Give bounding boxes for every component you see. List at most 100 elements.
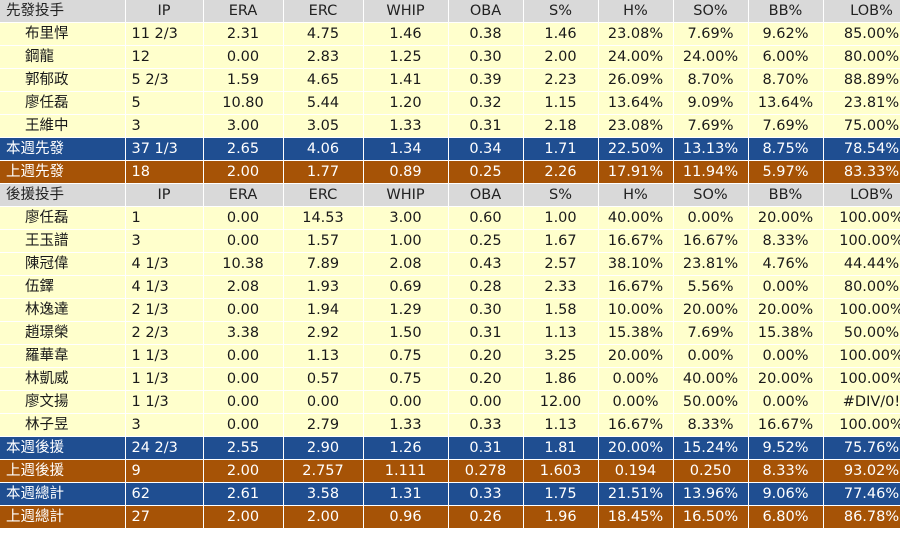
stat-cell: S% bbox=[523, 0, 599, 23]
stat-cell: 14.53 bbox=[283, 206, 364, 230]
stat-cell: 1.50 bbox=[363, 321, 449, 345]
stat-cell: 20.00% bbox=[748, 206, 824, 230]
stat-cell: 3.25 bbox=[523, 344, 599, 368]
stat-cell: 2.92 bbox=[283, 321, 364, 345]
stat-cell: 11.94% bbox=[673, 160, 749, 184]
starter-row: 廖任磊 5 10.80 5.44 1.20 0.32 1.15 13.64% 9.09% 13.6… bbox=[0, 91, 900, 115]
reliever-row: 羅華韋 1 1/3 0.00 1.13 0.75 0.20 3.25 20.00% 0.00% 0… bbox=[0, 344, 900, 368]
stat-cell: 1.34 bbox=[363, 137, 449, 161]
stat-cell: 4.65 bbox=[283, 68, 364, 92]
stat-cell: 8.70% bbox=[748, 68, 824, 92]
stat-cell: 13.64% bbox=[598, 91, 674, 115]
stat-cell: 2.83 bbox=[283, 45, 364, 69]
stat-cell: 0.00 bbox=[203, 344, 284, 368]
stat-cell: 1.33 bbox=[363, 114, 449, 138]
stat-cell: 75.76% bbox=[823, 436, 900, 460]
stat-cell: 20.00% bbox=[748, 298, 824, 322]
stat-cell: 38.10% bbox=[598, 252, 674, 276]
stat-cell: 16.67% bbox=[598, 229, 674, 253]
stat-cell: 2.90 bbox=[283, 436, 364, 460]
stat-cell: 2.18 bbox=[523, 114, 599, 138]
stat-cell: 0.00 bbox=[203, 367, 284, 391]
stat-cell: 2.08 bbox=[203, 275, 284, 299]
stat-cell: 1.29 bbox=[363, 298, 449, 322]
stat-cell: 1.33 bbox=[363, 413, 449, 437]
stat-cell: 1 bbox=[125, 206, 204, 230]
name-cell: 後援投手 bbox=[0, 183, 126, 207]
stat-cell: 3.38 bbox=[203, 321, 284, 345]
stat-cell: 3.00 bbox=[203, 114, 284, 138]
stat-cell: 0.00 bbox=[363, 390, 449, 414]
stat-cell: 4.06 bbox=[283, 137, 364, 161]
stat-cell: 0.39 bbox=[448, 68, 524, 92]
stat-cell: 0.75 bbox=[363, 367, 449, 391]
stat-cell: 0.00% bbox=[748, 390, 824, 414]
reliever-row: 陳冠偉 4 1/3 10.38 7.89 2.08 0.43 2.57 38.10% 23.81… bbox=[0, 252, 900, 276]
stat-cell: #DIV/0! bbox=[823, 390, 900, 414]
stat-cell: 1.15 bbox=[523, 91, 599, 115]
stat-cell: 1 1/3 bbox=[125, 367, 204, 391]
stat-cell: 1.00 bbox=[363, 229, 449, 253]
relievers-header-row: 後援投手 IP ERA ERC WHIP OBA S% H% SO% BB% LOB% bbox=[0, 183, 900, 207]
stat-cell: 80.00% bbox=[823, 275, 900, 299]
reliever-row: 廖任磊 1 0.00 14.53 3.00 0.60 1.00 40.00% 0.00% 20.0… bbox=[0, 206, 900, 230]
stat-cell: 7.69% bbox=[748, 114, 824, 138]
stat-cell: 1.00 bbox=[523, 206, 599, 230]
stat-cell: 40.00% bbox=[598, 206, 674, 230]
stat-cell: 8.70% bbox=[673, 68, 749, 92]
stat-cell: 1.13 bbox=[523, 413, 599, 437]
stat-cell: 0.00% bbox=[673, 344, 749, 368]
stat-cell: 0.96 bbox=[363, 505, 449, 529]
stat-cell: 0.00% bbox=[598, 367, 674, 391]
stat-cell: 2.00 bbox=[203, 459, 284, 483]
starter-row: 鋼龍 12 0.00 2.83 1.25 0.30 2.00 24.00% 24.00% 6.00… bbox=[0, 45, 900, 69]
stat-cell: 3.58 bbox=[283, 482, 364, 506]
stat-cell: 1.26 bbox=[363, 436, 449, 460]
stat-cell: 16.67% bbox=[598, 275, 674, 299]
starters-last-week-row: 上週先發 18 2.00 1.77 0.89 0.25 2.26 17.91% 11.94% 5.… bbox=[0, 160, 900, 184]
stat-cell: 0.31 bbox=[448, 114, 524, 138]
stat-cell: 2 1/3 bbox=[125, 298, 204, 322]
stat-cell: 37 1/3 bbox=[125, 137, 204, 161]
stat-cell: 100.00% bbox=[823, 206, 900, 230]
stat-cell: 13.13% bbox=[673, 137, 749, 161]
stat-cell: 2.23 bbox=[523, 68, 599, 92]
stat-cell: 100.00% bbox=[823, 413, 900, 437]
stat-cell: OBA bbox=[448, 0, 524, 23]
relievers-this-week-row: 本週後援 24 2/3 2.55 2.90 1.26 0.31 1.81 20.00% 15.2… bbox=[0, 436, 900, 460]
stat-cell: WHIP bbox=[363, 0, 449, 23]
stat-cell: 2.55 bbox=[203, 436, 284, 460]
name-cell: 本週後援 bbox=[0, 436, 126, 460]
stat-cell: 2.79 bbox=[283, 413, 364, 437]
stat-cell: 0.194 bbox=[598, 459, 674, 483]
stat-cell: 1.93 bbox=[283, 275, 364, 299]
stat-cell: 1.111 bbox=[363, 459, 449, 483]
stat-cell: IP bbox=[125, 0, 204, 23]
stat-cell: 1.25 bbox=[363, 45, 449, 69]
stat-cell: 0.31 bbox=[448, 321, 524, 345]
stat-cell: 0.250 bbox=[673, 459, 749, 483]
stat-cell: 0.31 bbox=[448, 436, 524, 460]
stat-cell: 0.00 bbox=[203, 413, 284, 437]
stat-cell: 0.60 bbox=[448, 206, 524, 230]
stat-cell: 0.00 bbox=[203, 390, 284, 414]
stat-cell: 21.51% bbox=[598, 482, 674, 506]
stat-cell: 2.757 bbox=[283, 459, 364, 483]
name-cell: 王維中 bbox=[0, 114, 126, 138]
stat-cell: 0.00 bbox=[448, 390, 524, 414]
stat-cell: 88.89% bbox=[823, 68, 900, 92]
stat-cell: 1.13 bbox=[283, 344, 364, 368]
name-cell: 廖任磊 bbox=[0, 91, 126, 115]
stat-cell: ERA bbox=[203, 183, 284, 207]
reliever-row: 林凱威 1 1/3 0.00 0.57 0.75 0.20 1.86 0.00% 40.00% 2… bbox=[0, 367, 900, 391]
stat-cell: 27 bbox=[125, 505, 204, 529]
stat-cell: 9 bbox=[125, 459, 204, 483]
stat-cell: 2.31 bbox=[203, 22, 284, 46]
stat-cell: 26.09% bbox=[598, 68, 674, 92]
stat-cell: 1.81 bbox=[523, 436, 599, 460]
stat-cell: 93.02% bbox=[823, 459, 900, 483]
name-cell: 陳冠偉 bbox=[0, 252, 126, 276]
stat-cell: 7.69% bbox=[673, 22, 749, 46]
stat-cell: 4 1/3 bbox=[125, 252, 204, 276]
stat-cell: IP bbox=[125, 183, 204, 207]
